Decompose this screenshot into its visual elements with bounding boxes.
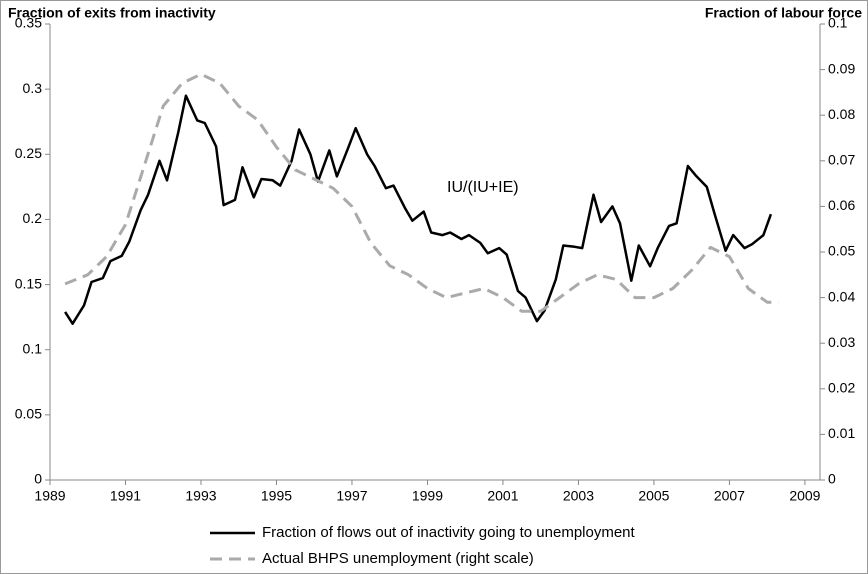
y-tick-label: 0.2 xyxy=(23,210,43,226)
x-tick-label: 2003 xyxy=(563,488,594,504)
y-tick-label: 0.3 xyxy=(23,80,43,96)
y2-tick-label: 0.1 xyxy=(828,15,848,31)
y-tick-label: 0 xyxy=(34,471,42,487)
y2-tick-label: 0.03 xyxy=(828,334,855,350)
series-line xyxy=(64,72,779,313)
y-tick-label: 0.25 xyxy=(15,145,42,161)
x-tick-label: 2001 xyxy=(487,488,518,504)
y-tick-label: 0.35 xyxy=(15,15,42,31)
legend-label: Actual BHPS unemployment (right scale) xyxy=(262,550,534,567)
x-tick-label: 1995 xyxy=(261,488,292,504)
y2-tick-label: 0.09 xyxy=(828,60,855,76)
x-tick-label: 1997 xyxy=(336,488,367,504)
y2-tick-label: 0.06 xyxy=(828,197,855,213)
x-tick-label: 2009 xyxy=(789,488,820,504)
x-tick-label: 2007 xyxy=(714,488,745,504)
y2-tick-label: 0.04 xyxy=(828,288,855,304)
y-tick-label: 0.15 xyxy=(15,275,42,291)
x-tick-label: 2005 xyxy=(638,488,669,504)
y2-tick-label: 0.05 xyxy=(828,243,855,259)
y-tick-label: 0.05 xyxy=(15,406,42,422)
y2-tick-label: 0.01 xyxy=(828,425,855,441)
y2-axis-title: Fraction of labour force xyxy=(705,5,862,21)
y2-tick-label: 0.07 xyxy=(828,152,855,168)
x-tick-label: 1989 xyxy=(34,488,65,504)
x-tick-label: 1993 xyxy=(185,488,216,504)
x-tick-label: 1991 xyxy=(110,488,141,504)
series-line xyxy=(64,94,773,325)
legend-label: Fraction of flows out of inactivity goin… xyxy=(262,524,636,541)
y-tick-label: 0.1 xyxy=(23,340,43,356)
x-tick-label: 1999 xyxy=(412,488,443,504)
y2-tick-label: 0.08 xyxy=(828,106,855,122)
y-axis-title: Fraction of exits from inactivity xyxy=(8,5,216,21)
y2-tick-label: 0 xyxy=(828,471,836,487)
y2-tick-label: 0.02 xyxy=(828,380,855,396)
annotation: IU/(IU+IE) xyxy=(447,179,519,196)
